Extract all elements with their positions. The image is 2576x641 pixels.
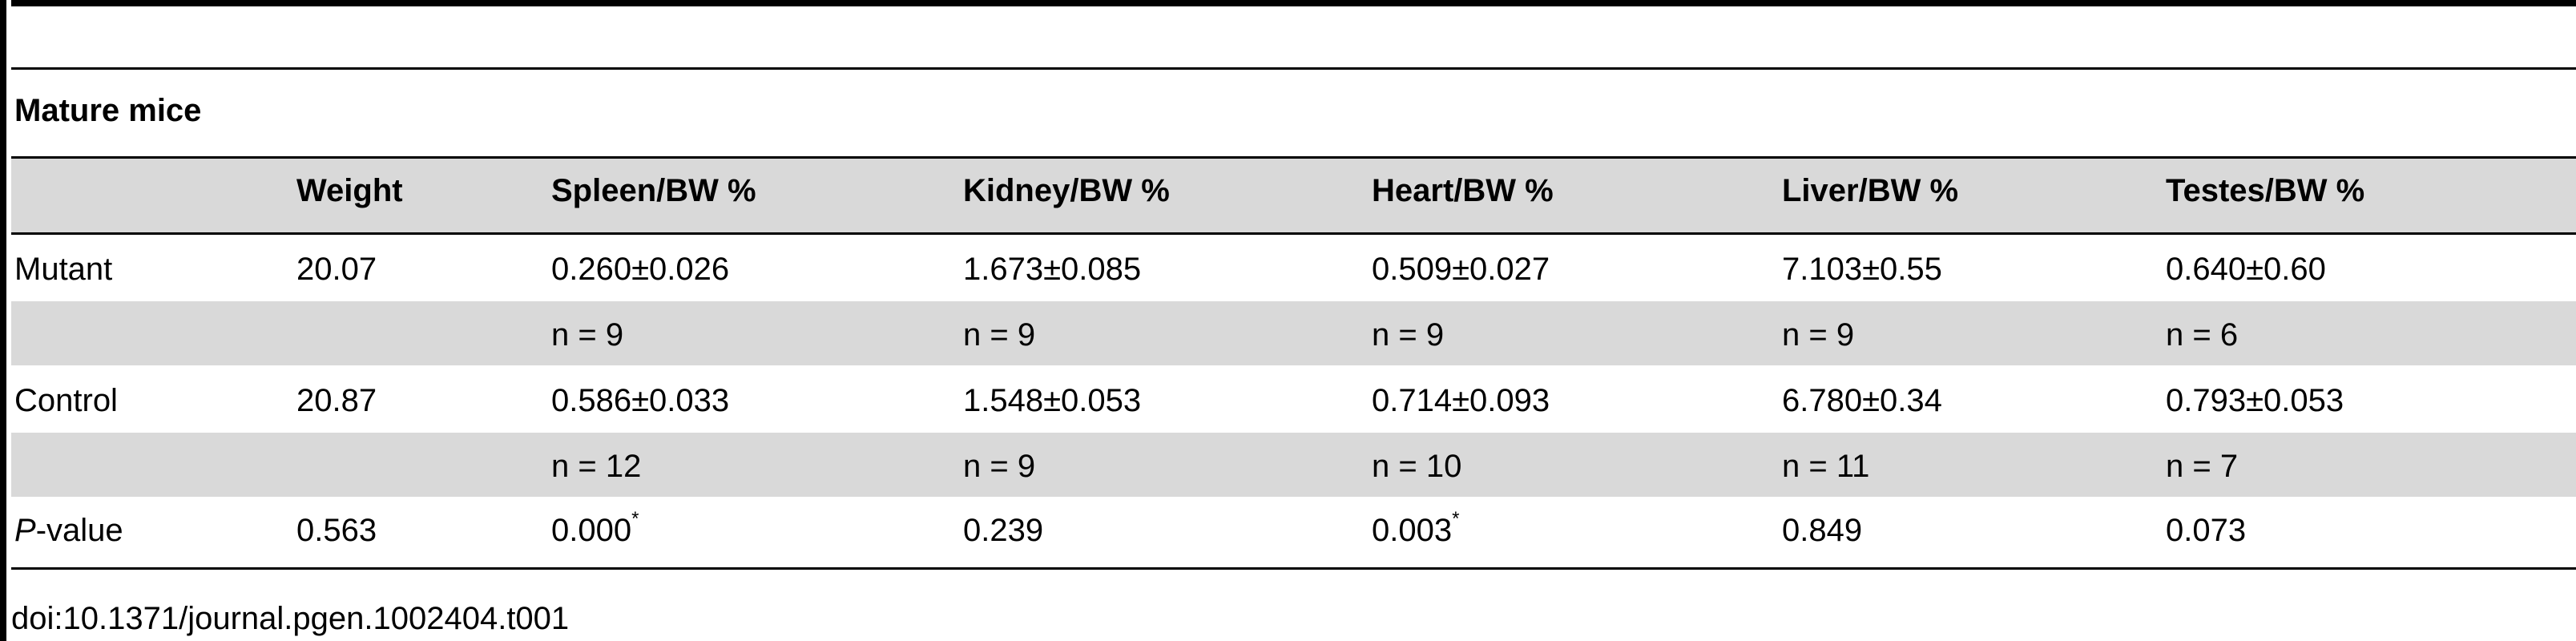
- table-cell-n: n = 9: [963, 449, 1036, 484]
- section-rule: [11, 67, 2576, 70]
- table-cell-n: n = 7: [2166, 449, 2239, 484]
- section-title: Mature mice: [14, 93, 202, 128]
- table-cell-significant: 0.003*: [1372, 507, 1460, 550]
- table-cell: 6.780±0.34: [1782, 383, 1942, 418]
- table-cell-n: n = 11: [1782, 449, 1870, 484]
- column-header-testes: Testes/BW %: [2166, 173, 2365, 208]
- top-rule: [11, 0, 2576, 6]
- table-cell: 0.260±0.026: [551, 252, 730, 287]
- table-cell-n: n = 12: [551, 449, 642, 484]
- table-bottom-rule: [11, 567, 2576, 570]
- table-cell: 20.07: [296, 252, 377, 287]
- table-cell: 0.793±0.053: [2166, 383, 2344, 418]
- table-cell: 0.640±0.60: [2166, 252, 2326, 287]
- doi-footnote: doi:10.1371/journal.pgen.1002404.t001: [11, 601, 570, 636]
- p-rest: -value: [35, 513, 123, 548]
- header-top-rule: [11, 156, 2576, 159]
- table-cell-n: n = 9: [1782, 317, 1855, 353]
- table-cell: 0.239: [963, 513, 1044, 548]
- row-label-mutant: Mutant: [14, 252, 113, 287]
- table-cell: 0.714±0.093: [1372, 383, 1550, 418]
- significance-mark: *: [631, 507, 639, 530]
- table-cell-n: n = 10: [1372, 449, 1462, 484]
- p-italic: P: [14, 513, 36, 548]
- column-header-spleen: Spleen/BW %: [551, 173, 756, 208]
- column-header-weight: Weight: [296, 173, 403, 208]
- table-cell-n: n = 9: [551, 317, 624, 353]
- table-cell: 0.073: [2166, 513, 2247, 548]
- header-band: [11, 159, 2576, 232]
- column-header-liver: Liver/BW %: [1782, 173, 1959, 208]
- table-cell: 0.563: [296, 513, 377, 548]
- row-band-mutant-n: [11, 301, 2576, 365]
- table-cell-significant: 0.000*: [551, 507, 639, 550]
- row-label-p-value: P-value: [14, 511, 123, 550]
- left-border: [0, 0, 6, 641]
- table-cell: 0.586±0.033: [551, 383, 730, 418]
- table-cell-n: n = 9: [1372, 317, 1445, 353]
- significance-mark: *: [1452, 507, 1460, 530]
- header-bottom-rule: [11, 232, 2576, 235]
- row-band-control-n: [11, 433, 2576, 497]
- column-header-kidney: Kidney/BW %: [963, 173, 1170, 208]
- table-cell: 0.509±0.027: [1372, 252, 1550, 287]
- table-cell: 1.673±0.085: [963, 252, 1142, 287]
- row-label-control: Control: [14, 383, 118, 418]
- p-value-spleen: 0.000: [551, 513, 632, 548]
- table-cell: 7.103±0.55: [1782, 252, 1942, 287]
- column-header-heart: Heart/BW %: [1372, 173, 1554, 208]
- table-cell: 0.849: [1782, 513, 1863, 548]
- p-value-heart: 0.003: [1372, 513, 1453, 548]
- table-cell-n: n = 6: [2166, 317, 2239, 353]
- table-cell: 1.548±0.053: [963, 383, 1142, 418]
- table-cell: 20.87: [296, 383, 377, 418]
- table-cell-n: n = 9: [963, 317, 1036, 353]
